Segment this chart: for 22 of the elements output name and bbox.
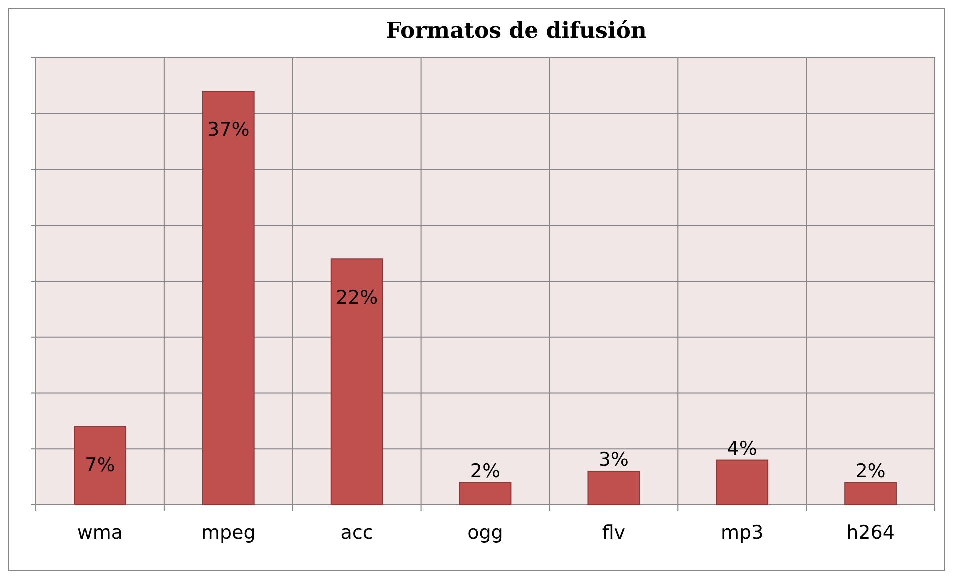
bar [330,258,384,506]
x-tick-label: acc [340,522,374,544]
bar [716,460,769,506]
x-tick-label: mp3 [721,522,764,544]
bar [588,470,640,506]
x-tick-label: flv [602,522,626,544]
chart-title: Formatos de difusión [386,18,647,44]
x-tick-label: ogg [468,522,504,544]
data-label: 7% [85,454,116,476]
data-label: 37% [208,119,250,142]
bar [459,482,512,506]
bar [844,482,897,506]
data-label: 2% [856,460,886,482]
bar [202,91,255,506]
x-tick-label: h264 [846,522,895,544]
data-label: 4% [727,438,758,460]
data-label: 2% [470,460,501,482]
x-tick-label: mpeg [201,522,256,544]
data-label: 22% [336,286,378,309]
data-label: 3% [598,449,630,472]
bar [74,426,126,506]
x-tick-label: wma [77,522,124,544]
